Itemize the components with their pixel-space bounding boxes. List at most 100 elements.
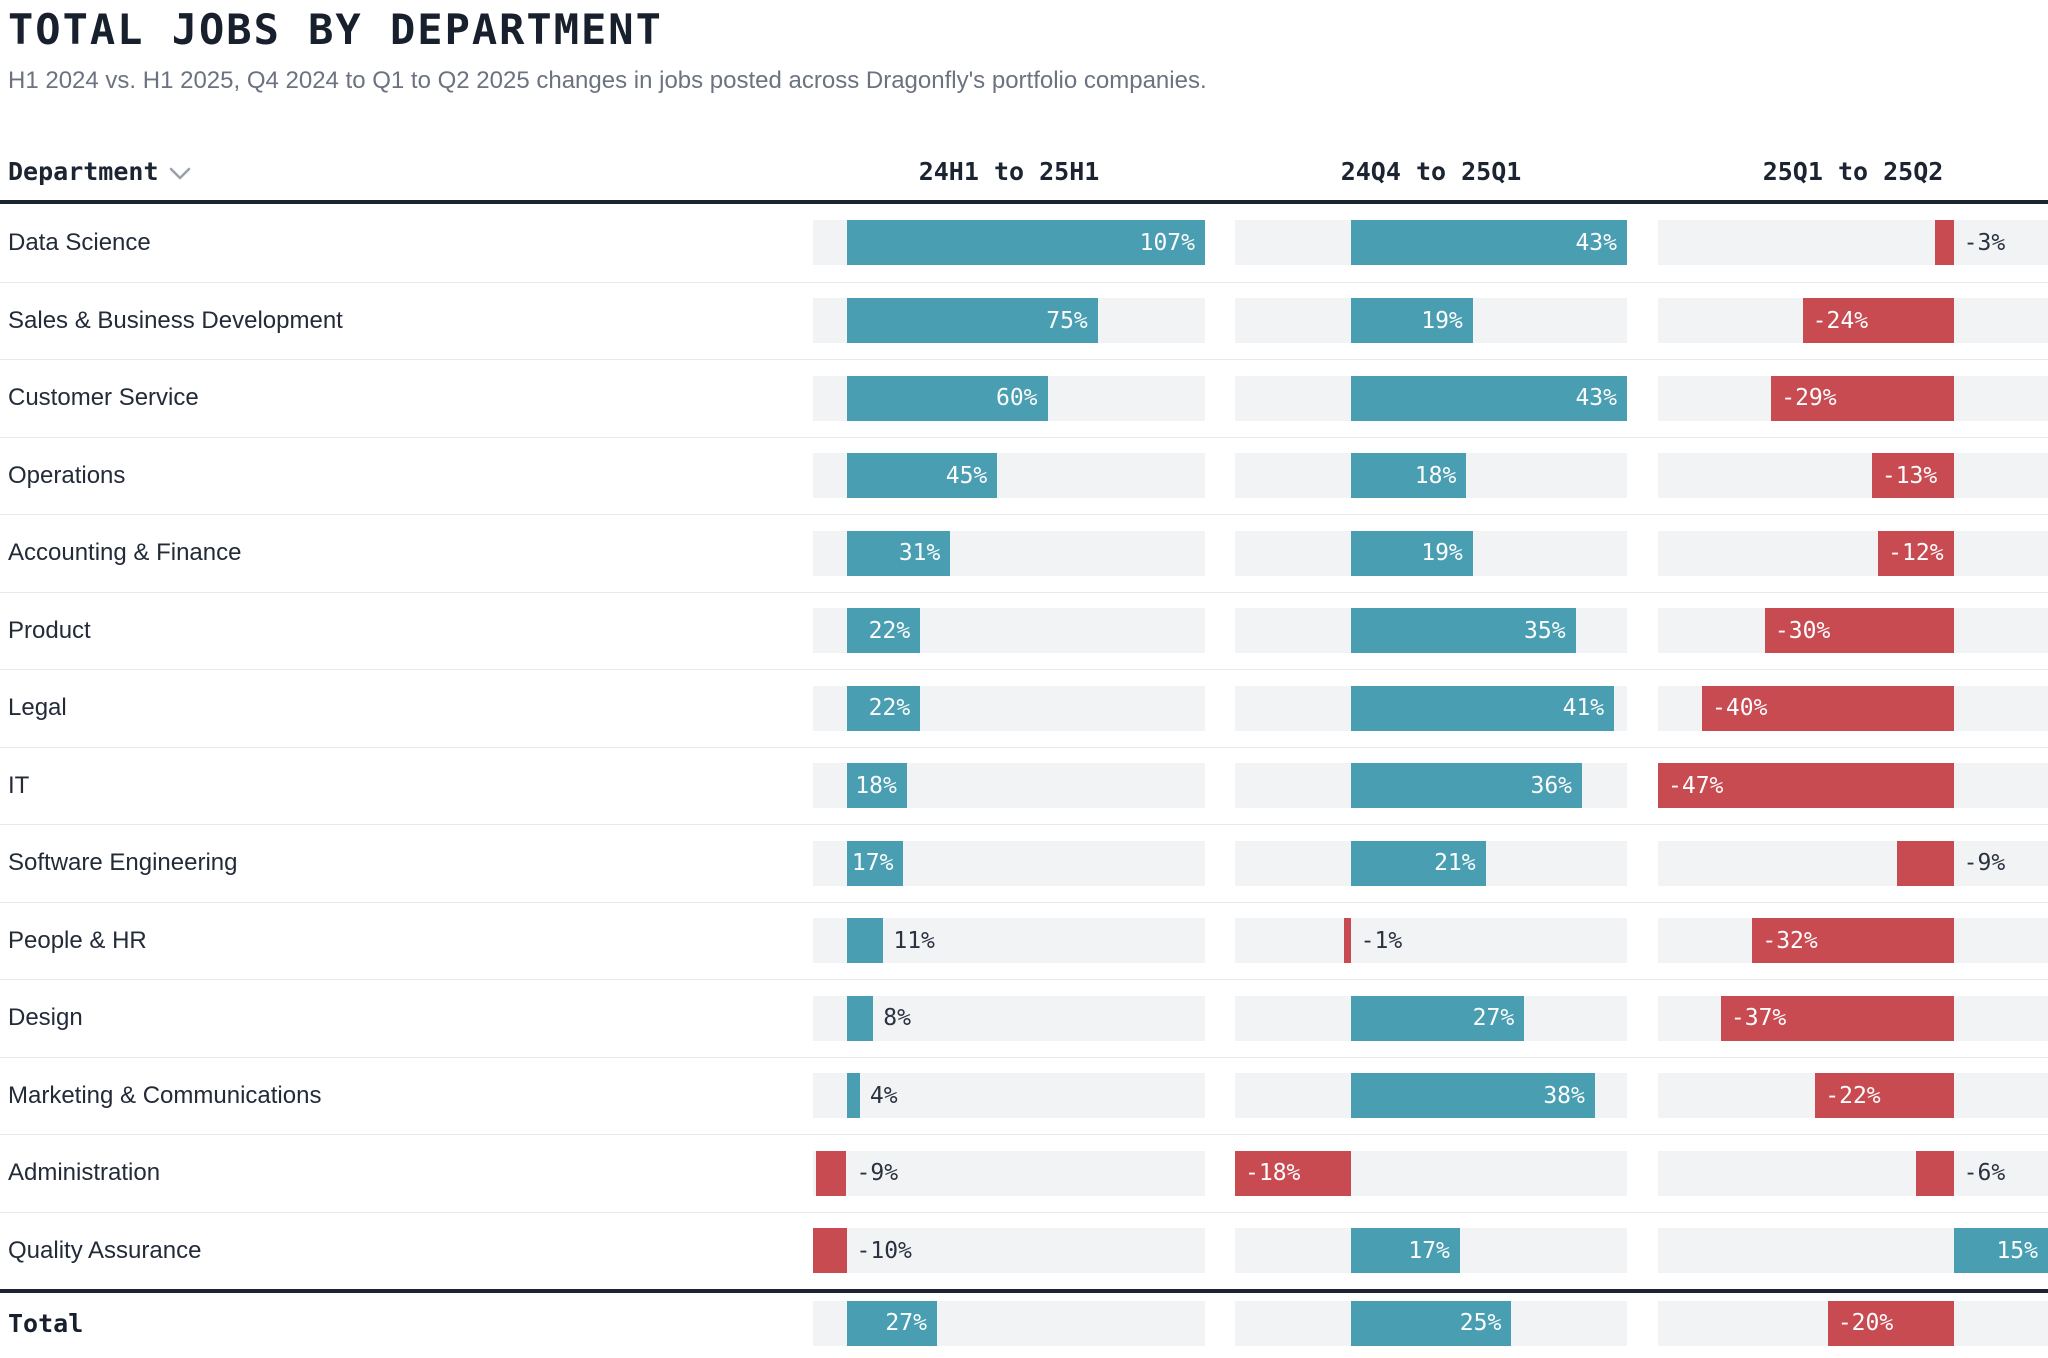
bar-positive: 17% xyxy=(1350,1228,1460,1274)
bar-positive xyxy=(846,918,884,964)
bar-track: -40% xyxy=(1658,685,2048,731)
department-label: Software Engineering xyxy=(8,849,238,877)
bar-value-label: -13% xyxy=(1881,462,1938,489)
bar-value-label: -32% xyxy=(1762,927,1818,954)
bar-value-label: -37% xyxy=(1730,1005,1787,1032)
table-row: Administration -9% -18% -6% xyxy=(0,1134,2048,1212)
table-row: Marketing & Communications 4% 38% -22% xyxy=(0,1056,2048,1135)
bar-track: 22% xyxy=(813,608,1205,654)
table-row: Sales & Business Development 75% 19% -24% xyxy=(0,281,2048,360)
bar-positive: 19% xyxy=(1350,530,1473,576)
bar-value-label: 19% xyxy=(1421,540,1463,567)
bar-negative: -20% xyxy=(1827,1300,1954,1346)
bar-track: 43% xyxy=(1235,375,1627,421)
bar-value-label: 27% xyxy=(885,1310,927,1336)
department-label: People & HR xyxy=(8,926,147,954)
department-label: Operations xyxy=(8,461,126,489)
bar-track: 35% xyxy=(1235,608,1627,654)
bar-value-label: -22% xyxy=(1825,1082,1881,1109)
table-row: IT 18% 36% -47% xyxy=(0,746,2048,825)
bar-track: 38% xyxy=(1235,1073,1627,1119)
bar-value-label: -1% xyxy=(1360,927,1403,954)
bar-value-label: 21% xyxy=(1434,850,1476,877)
table-row: Software Engineering 17% 21% -9% xyxy=(0,824,2048,902)
department-label: Legal xyxy=(8,694,67,722)
bar-positive: 45% xyxy=(846,453,998,499)
bar-track: 18% xyxy=(813,763,1205,809)
bar-positive: 17% xyxy=(846,840,904,886)
department-label: Sales & Business Development xyxy=(8,306,343,334)
table-row: Accounting & Finance 31% 19% -12% xyxy=(0,514,2048,592)
bar-track: 11% xyxy=(813,918,1205,964)
bar-value-label: 75% xyxy=(1046,307,1088,334)
department-label: Product xyxy=(8,616,91,644)
bar-positive: 22% xyxy=(846,608,921,654)
bar-value-label: 18% xyxy=(1414,462,1457,489)
bar-track: 43% xyxy=(1235,220,1627,266)
bar-positive: 22% xyxy=(846,685,921,731)
bar-positive: 27% xyxy=(1350,995,1525,1041)
column-header-2: 24Q4 to 25Q1 xyxy=(1340,157,1522,186)
bar-track: -20% xyxy=(1658,1300,2048,1346)
bar-value-label: 31% xyxy=(898,540,941,567)
bar-track: -32% xyxy=(1658,918,2048,964)
department-sort-header[interactable]: Department xyxy=(0,157,813,186)
bar-negative: -24% xyxy=(1802,298,1954,344)
bar-positive: 21% xyxy=(1350,840,1486,886)
bar-value-label: -12% xyxy=(1888,540,1944,567)
column-header-1: 24H1 to 25H1 xyxy=(918,157,1100,186)
bar-track: 8% xyxy=(813,995,1205,1041)
column-header-row: Department 24H1 to 25H1 24Q4 to 25Q1 25Q… xyxy=(0,100,2048,204)
bar-track: 19% xyxy=(1235,298,1627,344)
bar-positive xyxy=(846,1073,860,1119)
bar-track: -30% xyxy=(1658,608,2048,654)
bar-value-label: 17% xyxy=(851,850,894,877)
bar-negative xyxy=(1915,1150,1954,1196)
bar-track: -22% xyxy=(1658,1073,2048,1119)
table-row: Product 22% 35% -30% xyxy=(0,591,2048,670)
table-row: Quality Assurance -10% 17% 15% xyxy=(0,1211,2048,1290)
total-section: Total 27% 25% -20% xyxy=(0,1289,2048,1353)
bar-value-label: -40% xyxy=(1712,695,1768,722)
bar-negative xyxy=(1897,840,1954,886)
bar-value-label: 35% xyxy=(1524,617,1566,644)
total-row: Total 27% 25% -20% xyxy=(0,1293,2048,1353)
bar-positive: 31% xyxy=(846,530,951,576)
bar-track: 107% xyxy=(813,220,1205,266)
department-label: Customer Service xyxy=(8,384,199,412)
bar-positive: 15% xyxy=(1953,1228,2048,1274)
bar-negative: -13% xyxy=(1871,453,1954,499)
page-title: TOTAL JOBS BY DEPARTMENT xyxy=(8,5,663,54)
table-row: People & HR 11% -1% -32% xyxy=(0,901,2048,980)
bar-track: -6% xyxy=(1658,1150,2048,1196)
bar-track: 17% xyxy=(1235,1228,1627,1274)
bar-positive: 19% xyxy=(1350,298,1473,344)
bar-value-label: -9% xyxy=(856,1160,899,1187)
bar-negative: -18% xyxy=(1235,1150,1351,1196)
bar-track: -29% xyxy=(1658,375,2048,421)
bar-track: -13% xyxy=(1658,453,2048,499)
bar-positive: 75% xyxy=(846,298,1098,344)
bar-value-label: 41% xyxy=(1562,695,1605,722)
page-subtitle: H1 2024 vs. H1 2025, Q4 2024 to Q1 to Q2… xyxy=(8,67,1207,94)
bar-value-label: 22% xyxy=(868,617,911,644)
bar-negative: -40% xyxy=(1702,685,1954,731)
bar-positive: 60% xyxy=(846,375,1048,421)
department-label: Accounting & Finance xyxy=(8,539,242,567)
bar-value-label: 45% xyxy=(945,462,988,489)
column-header-3: 25Q1 to 25Q2 xyxy=(1762,157,1944,186)
bar-negative: -29% xyxy=(1771,375,1954,421)
bar-track: 25% xyxy=(1235,1300,1627,1346)
bar-value-label: -30% xyxy=(1774,617,1831,644)
bar-track: -47% xyxy=(1658,763,2048,809)
bar-track: 18% xyxy=(1235,453,1627,499)
bar-track: 41% xyxy=(1235,685,1627,731)
department-label: Marketing & Communications xyxy=(8,1081,322,1109)
bar-value-label: 4% xyxy=(869,1082,898,1109)
bar-track: -9% xyxy=(1658,840,2048,886)
total-body: Total 27% 25% -20% xyxy=(0,1293,2048,1353)
bar-value-label: -3% xyxy=(1963,229,2006,256)
bar-value-label: 22% xyxy=(868,695,911,722)
bar-value-label: 25% xyxy=(1459,1310,1502,1336)
bar-value-label: 107% xyxy=(1139,229,1195,256)
